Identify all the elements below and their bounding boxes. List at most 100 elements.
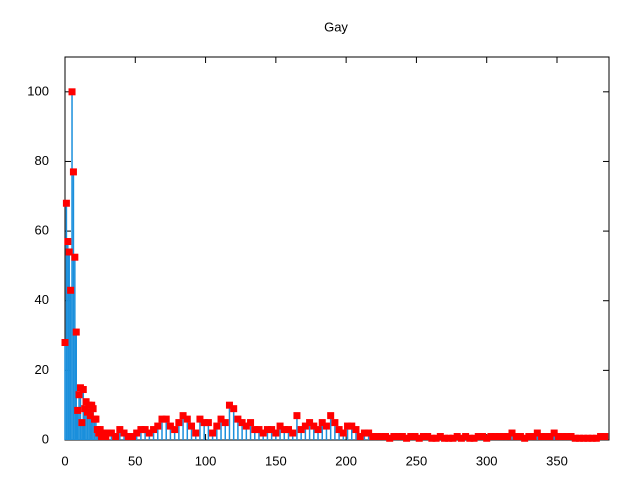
point xyxy=(179,412,187,420)
point xyxy=(428,434,436,442)
point xyxy=(150,426,158,434)
point xyxy=(457,434,465,442)
point xyxy=(124,433,132,441)
point xyxy=(238,419,246,427)
point xyxy=(68,88,76,96)
point xyxy=(69,168,77,176)
y-tick-label: 40 xyxy=(35,292,49,307)
y-tick-label: 0 xyxy=(42,431,49,446)
point xyxy=(449,434,457,442)
point xyxy=(504,433,512,441)
x-tick-label: 300 xyxy=(476,453,498,468)
point xyxy=(217,415,225,423)
point xyxy=(483,434,491,442)
point xyxy=(331,419,339,427)
point xyxy=(327,412,335,420)
x-tick-label: 100 xyxy=(195,453,217,468)
point xyxy=(272,429,280,437)
point xyxy=(407,433,415,441)
point xyxy=(453,433,461,441)
chart-title: Gay xyxy=(324,19,348,34)
point xyxy=(263,426,271,434)
x-tick-label: 50 xyxy=(128,453,142,468)
point xyxy=(360,429,368,437)
point xyxy=(550,429,558,437)
point xyxy=(470,434,478,442)
point xyxy=(559,433,567,441)
point xyxy=(74,406,82,414)
point xyxy=(166,422,174,430)
point xyxy=(145,429,153,437)
point xyxy=(192,429,200,437)
point xyxy=(597,433,605,441)
point xyxy=(533,429,541,437)
point xyxy=(445,434,453,442)
point xyxy=(546,433,554,441)
point xyxy=(466,434,474,442)
point xyxy=(86,412,94,420)
point xyxy=(348,422,356,430)
point xyxy=(432,434,440,442)
point xyxy=(516,433,524,441)
point xyxy=(107,429,115,437)
point xyxy=(386,434,394,442)
point xyxy=(478,433,486,441)
point xyxy=(92,415,100,423)
point xyxy=(276,422,284,430)
point xyxy=(601,433,609,441)
point xyxy=(563,433,571,441)
point xyxy=(188,422,196,430)
point xyxy=(441,434,449,442)
point xyxy=(64,238,72,246)
plot-border xyxy=(64,56,610,441)
point xyxy=(415,434,423,442)
point xyxy=(89,405,97,413)
point xyxy=(230,405,238,413)
point xyxy=(373,433,381,441)
y-tick-label: 100 xyxy=(27,83,49,98)
point xyxy=(259,429,267,437)
point xyxy=(133,429,141,437)
point xyxy=(529,433,537,441)
point xyxy=(221,419,229,427)
point xyxy=(419,433,427,441)
point xyxy=(521,434,529,442)
point xyxy=(120,429,128,437)
point xyxy=(137,426,145,434)
point xyxy=(525,433,533,441)
point xyxy=(314,426,322,434)
point xyxy=(390,433,398,441)
point xyxy=(72,328,80,336)
point xyxy=(322,422,330,430)
point xyxy=(79,386,87,394)
point xyxy=(61,339,69,347)
point xyxy=(436,433,444,441)
y-tick-label: 20 xyxy=(35,362,49,377)
point xyxy=(495,433,503,441)
point xyxy=(78,419,86,427)
point xyxy=(398,433,406,441)
point xyxy=(200,419,208,427)
point xyxy=(103,429,111,437)
point xyxy=(293,412,301,420)
point xyxy=(575,434,583,442)
point xyxy=(512,433,520,441)
point xyxy=(344,422,352,430)
point xyxy=(162,415,170,423)
point xyxy=(141,426,149,434)
point xyxy=(301,422,309,430)
point xyxy=(234,415,242,423)
y-tick-label: 80 xyxy=(35,153,49,168)
point xyxy=(318,419,326,427)
point xyxy=(225,401,233,409)
point xyxy=(75,391,83,399)
point xyxy=(280,426,288,434)
point xyxy=(67,286,75,294)
point xyxy=(112,433,120,441)
point xyxy=(175,419,183,427)
point xyxy=(209,429,217,437)
point xyxy=(403,434,411,442)
point xyxy=(247,419,255,427)
point xyxy=(116,426,124,434)
